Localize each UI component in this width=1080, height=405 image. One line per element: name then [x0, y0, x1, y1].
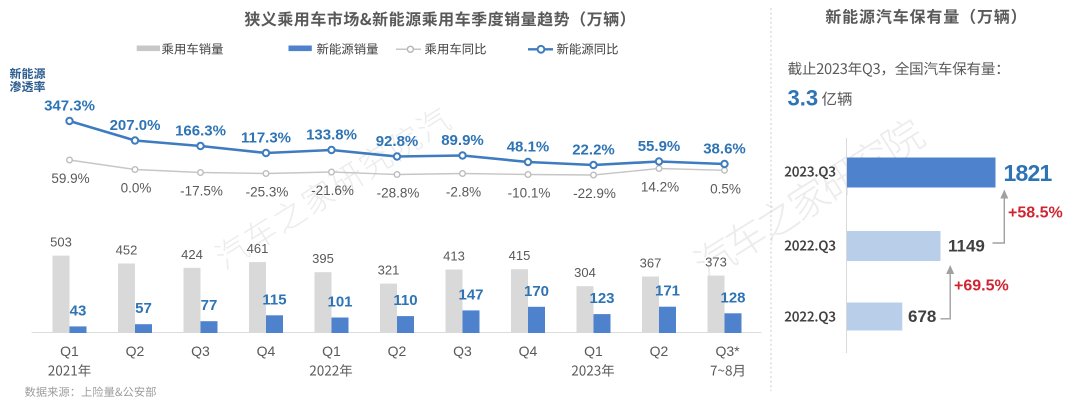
svg-text:-28.8%: -28.8% [377, 186, 420, 201]
svg-text:-2.8%: -2.8% [446, 185, 481, 200]
svg-text:Q3: Q3 [191, 343, 210, 359]
svg-text:Q3*: Q3* [715, 343, 740, 359]
svg-text:0.0%: 0.0% [121, 181, 152, 196]
svg-text:48.1%: 48.1% [507, 139, 550, 156]
svg-text:+69.5%: +69.5% [954, 278, 1009, 295]
svg-text:128: 128 [720, 289, 745, 306]
svg-text:Q4: Q4 [257, 343, 276, 359]
svg-text:110: 110 [393, 292, 417, 309]
svg-text:503: 503 [50, 235, 72, 250]
svg-text:424: 424 [181, 247, 203, 262]
svg-text:1821: 1821 [1004, 160, 1053, 186]
svg-text:Q1: Q1 [60, 343, 79, 359]
svg-text:3.3: 3.3 [788, 86, 819, 111]
svg-text:452: 452 [116, 243, 138, 258]
svg-text:-21.6%: -21.6% [311, 183, 354, 198]
svg-text:117.3%: 117.3% [241, 130, 291, 147]
svg-text:Q1: Q1 [584, 343, 603, 359]
svg-text:77: 77 [201, 297, 218, 314]
svg-text:+58.5%: +58.5% [1008, 205, 1063, 222]
svg-text:59.9%: 59.9% [51, 171, 89, 186]
svg-text:-10.1%: -10.1% [508, 186, 551, 201]
svg-text:171: 171 [655, 283, 680, 300]
svg-text:43: 43 [70, 302, 87, 319]
svg-text:1149: 1149 [948, 237, 985, 256]
svg-text:0.5%: 0.5% [710, 181, 741, 196]
svg-text:133.8%: 133.8% [306, 127, 357, 144]
svg-text:321: 321 [378, 263, 400, 278]
svg-text:89.9%: 89.9% [441, 132, 484, 149]
svg-text:367: 367 [640, 256, 662, 271]
svg-text:Q4: Q4 [519, 343, 538, 359]
svg-text:22.2%: 22.2% [572, 142, 615, 159]
svg-text:38.6%: 38.6% [703, 141, 746, 158]
svg-text:147: 147 [458, 286, 483, 303]
svg-text:92.8%: 92.8% [376, 133, 419, 150]
svg-text:678: 678 [908, 307, 936, 326]
svg-text:373: 373 [705, 255, 727, 270]
svg-text:-22.9%: -22.9% [573, 186, 616, 201]
svg-text:207.0%: 207.0% [110, 117, 161, 134]
svg-text:Q3: Q3 [453, 343, 472, 359]
svg-text:170: 170 [524, 283, 549, 300]
svg-text:55.9%: 55.9% [638, 138, 681, 155]
svg-text:Q2: Q2 [126, 343, 145, 359]
svg-text:115: 115 [262, 291, 286, 308]
svg-text:413: 413 [443, 249, 465, 264]
svg-text:101: 101 [327, 294, 352, 311]
svg-text:57: 57 [135, 300, 152, 317]
svg-text:123: 123 [589, 290, 614, 307]
svg-text:Q2: Q2 [650, 343, 669, 359]
svg-text:Q1: Q1 [322, 343, 341, 359]
svg-text:415: 415 [509, 248, 531, 263]
svg-text:14.2%: 14.2% [641, 180, 679, 195]
svg-text:Q2: Q2 [388, 343, 407, 359]
svg-text:347.3%: 347.3% [44, 98, 95, 115]
svg-text:395: 395 [312, 251, 334, 266]
svg-text:-25.3%: -25.3% [246, 185, 289, 200]
svg-text:304: 304 [574, 265, 596, 280]
svg-text:-17.5%: -17.5% [180, 184, 223, 199]
svg-text:461: 461 [247, 241, 269, 256]
svg-text:166.3%: 166.3% [175, 123, 226, 140]
